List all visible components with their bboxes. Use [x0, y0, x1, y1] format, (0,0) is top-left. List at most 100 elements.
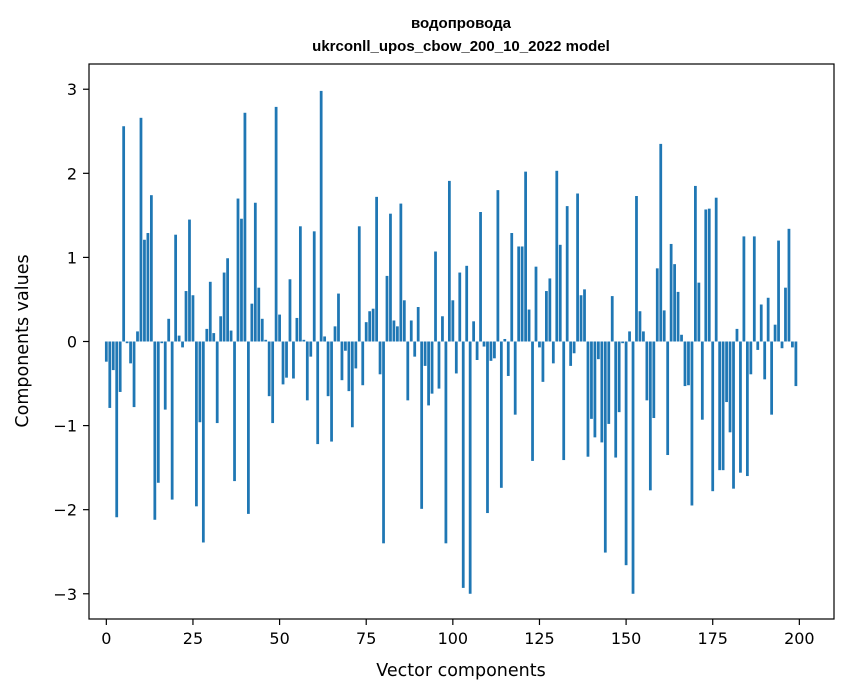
x-tick-label: 175 — [697, 629, 728, 648]
bar-98 — [444, 341, 448, 544]
bar-112 — [493, 341, 496, 359]
bar-49 — [274, 106, 278, 342]
bar-141 — [593, 341, 597, 438]
bar-85 — [399, 203, 403, 342]
bar-83 — [392, 320, 396, 342]
bar-67 — [337, 293, 340, 342]
bar-24 — [188, 219, 191, 342]
bar-22 — [181, 341, 184, 348]
bar-17 — [163, 341, 167, 410]
bar-144 — [603, 341, 607, 553]
chart-title-line1: водопровода — [411, 15, 512, 32]
bar-151 — [628, 331, 631, 342]
bar-172 — [700, 341, 704, 420]
bar-78 — [375, 196, 378, 342]
bar-162 — [666, 341, 670, 456]
bar-182 — [735, 328, 739, 342]
bar-47 — [267, 341, 271, 397]
bar-91 — [420, 341, 424, 509]
x-axis-ticks: 0 25 50 75 100 125 150 175 200 — [101, 619, 815, 648]
bar-70 — [347, 341, 351, 392]
bar-88 — [409, 320, 413, 342]
bar-152 — [631, 341, 635, 594]
bar-190 — [763, 341, 767, 380]
bar-60 — [312, 231, 316, 342]
bar-193 — [773, 324, 777, 342]
bar-13 — [149, 195, 153, 342]
bar-53 — [288, 279, 292, 342]
bar-167 — [683, 341, 687, 387]
bar-192 — [770, 341, 774, 415]
bar-57 — [302, 339, 306, 342]
bar-39 — [240, 218, 243, 342]
bar-30 — [208, 281, 212, 342]
bar-124 — [534, 266, 538, 342]
y-axis-ticks: 3 2 1 0 −1 −2 −3 — [53, 80, 89, 604]
x-tick-label: 0 — [101, 629, 111, 648]
bar-142 — [596, 341, 600, 360]
bar-58 — [305, 341, 309, 401]
bar-69 — [344, 341, 347, 351]
bar-23 — [184, 291, 188, 342]
bar-157 — [648, 341, 652, 491]
bar-82 — [389, 213, 392, 342]
bar-199 — [794, 341, 798, 387]
x-tick-label: 50 — [269, 629, 289, 648]
bar-149 — [621, 341, 625, 344]
bar-103 — [461, 341, 465, 588]
bar-97 — [441, 316, 444, 342]
bar-146 — [610, 296, 614, 342]
bar-169 — [690, 341, 694, 506]
bar-179 — [725, 341, 728, 403]
chart-title-line2: ukrconll_upos_cbow_200_10_2022 model — [312, 38, 610, 55]
bar-56 — [298, 226, 302, 342]
bar-143 — [600, 341, 604, 443]
bar-116 — [506, 341, 510, 376]
bar-180 — [728, 341, 732, 433]
bar-26 — [195, 341, 198, 507]
bar-12 — [146, 233, 150, 342]
bar-122 — [527, 309, 531, 342]
bar-134 — [569, 341, 573, 366]
bar-48 — [271, 341, 275, 424]
bar-36 — [229, 330, 233, 342]
bar-16 — [160, 341, 164, 344]
bar-99 — [447, 180, 451, 342]
bar-59 — [309, 341, 313, 357]
bar-189 — [759, 304, 763, 342]
bar-86 — [402, 300, 406, 342]
y-tick-label: 3 — [67, 80, 77, 99]
bar-175 — [711, 341, 715, 492]
bar-145 — [607, 341, 611, 424]
bar-194 — [777, 240, 780, 342]
bar-38 — [236, 198, 240, 342]
bar-120 — [520, 246, 524, 342]
bar-64 — [326, 341, 330, 397]
bar-170 — [694, 185, 697, 342]
bar-94 — [430, 341, 434, 394]
bar-31 — [212, 333, 216, 342]
bar-156 — [645, 341, 649, 401]
bar-158 — [652, 341, 656, 419]
bar-7 — [129, 341, 132, 364]
x-axis-label: Vector components — [376, 661, 545, 681]
bar-1 — [108, 341, 112, 408]
bar-128 — [548, 278, 552, 342]
bar-173 — [704, 209, 708, 342]
bar-15 — [156, 341, 160, 483]
bar-25 — [191, 295, 195, 342]
bar-61 — [316, 341, 320, 445]
bar-21 — [177, 335, 181, 342]
bar-76 — [368, 311, 372, 342]
bar-171 — [697, 282, 701, 342]
bar-125 — [538, 341, 541, 348]
bar-10 — [139, 117, 143, 342]
bar-84 — [396, 326, 399, 342]
bar-108 — [479, 212, 482, 342]
bar-117 — [510, 233, 514, 342]
bar-139 — [586, 341, 590, 457]
bar-77 — [371, 308, 375, 342]
bar-135 — [572, 341, 576, 354]
bar-159 — [655, 268, 659, 342]
bar-35 — [226, 258, 229, 342]
